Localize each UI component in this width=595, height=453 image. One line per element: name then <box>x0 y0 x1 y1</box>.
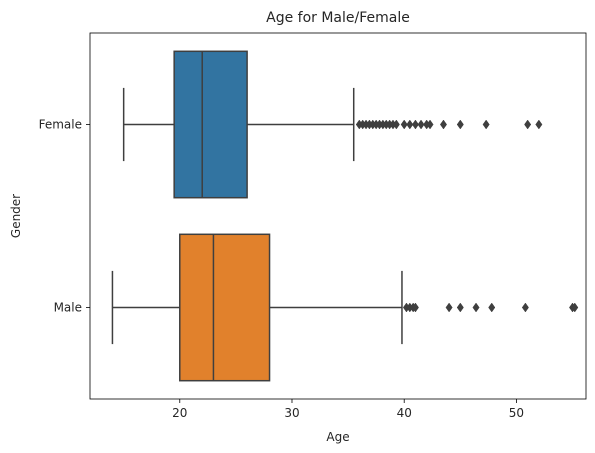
female-outlier <box>406 119 414 130</box>
female-outlier <box>524 119 532 130</box>
chart-title: Age for Male/Female <box>266 10 410 26</box>
male-outlier <box>521 302 529 313</box>
female-outlier <box>400 119 408 130</box>
female-outlier <box>535 119 543 130</box>
male-outlier <box>456 302 464 313</box>
x-tick-label-30: 30 <box>284 406 299 420</box>
axis-ticks: Female Male 20 30 40 50 <box>39 118 524 421</box>
x-tick-label-20: 20 <box>172 406 187 420</box>
x-tick-label-50: 50 <box>509 406 524 420</box>
female-outlier <box>426 119 434 130</box>
female-outlier <box>411 119 419 130</box>
male-outlier <box>488 302 496 313</box>
y-axis-title: Gender <box>9 194 23 238</box>
plot-frame <box>89 32 587 400</box>
x-axis-title: Age <box>326 430 349 444</box>
plot-area <box>111 50 579 382</box>
y-tick-label-female: Female <box>39 118 82 132</box>
female-outlier <box>417 119 425 130</box>
male-outlier <box>571 302 579 313</box>
female-outlier <box>392 119 400 130</box>
female-outlier <box>456 119 464 130</box>
x-tick-label-40: 40 <box>397 406 412 420</box>
female-box <box>173 50 248 199</box>
male-outlier <box>411 302 419 313</box>
male-box <box>179 233 271 382</box>
male-outlier <box>445 302 453 313</box>
female-outlier <box>482 119 490 130</box>
male-outlier <box>472 302 480 313</box>
female-outlier <box>439 119 447 130</box>
y-tick-label-male: Male <box>54 301 82 315</box>
